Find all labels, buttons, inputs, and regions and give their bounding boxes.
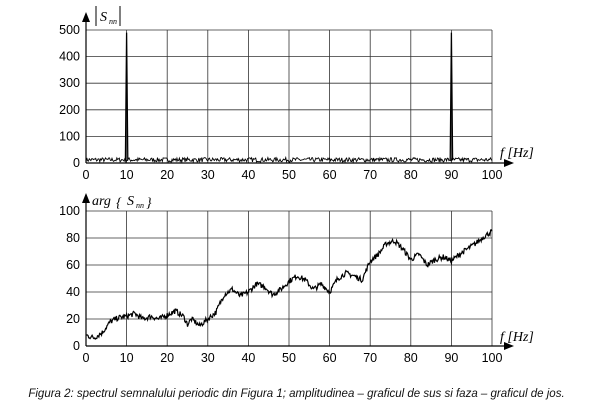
y-tick-label: 20 bbox=[66, 312, 80, 326]
x-tick-label: 50 bbox=[282, 351, 296, 365]
amplitude-noise-line bbox=[85, 155, 493, 164]
x-tick-label: 30 bbox=[201, 351, 215, 365]
x-tick-label: 0 bbox=[83, 168, 90, 182]
y-tick-label: 400 bbox=[59, 50, 80, 64]
y-tick-label: 100 bbox=[59, 129, 80, 143]
y-axis-label-sub: nn bbox=[109, 17, 117, 26]
x-tick-label: 10 bbox=[120, 168, 134, 182]
y-axis-label-sub: nn bbox=[136, 201, 144, 210]
x-tick-label: 20 bbox=[160, 168, 174, 182]
y-tick-label: 40 bbox=[66, 285, 80, 299]
figure-caption: Figura 2: spectrul semnalului periodic d… bbox=[28, 388, 565, 400]
x-tick-label: 40 bbox=[241, 351, 255, 365]
brace-left: { bbox=[116, 196, 122, 211]
x-tick-label: 80 bbox=[404, 168, 418, 182]
brace-right: } bbox=[146, 196, 152, 211]
y-tick-label: 0 bbox=[73, 339, 80, 353]
x-tick-label: 10 bbox=[120, 351, 134, 365]
amplitude-peak bbox=[124, 32, 129, 161]
x-tick-label: 90 bbox=[444, 168, 458, 182]
amplitude-peak bbox=[449, 32, 454, 161]
x-tick-label: 70 bbox=[363, 168, 377, 182]
x-tick-label: 0 bbox=[83, 351, 90, 365]
x-tick-label: 100 bbox=[482, 168, 503, 182]
x-tick-label: 90 bbox=[444, 351, 458, 365]
phase-line bbox=[85, 229, 493, 340]
x-tick-label: 50 bbox=[282, 168, 296, 182]
x-axis-arrow bbox=[504, 342, 514, 350]
x-axis-label: f [Hz] bbox=[500, 146, 534, 161]
x-tick-label: 100 bbox=[482, 351, 503, 365]
y-axis-arrow bbox=[82, 193, 90, 203]
y-tick-label: 100 bbox=[59, 204, 80, 218]
x-tick-label: 20 bbox=[160, 351, 174, 365]
x-axis-arrow bbox=[504, 159, 514, 167]
y-tick-label: 60 bbox=[66, 258, 80, 272]
x-tick-label: 40 bbox=[241, 168, 255, 182]
y-axis-label-prefix: arg bbox=[92, 194, 111, 209]
y-tick-label: 300 bbox=[59, 76, 80, 90]
x-axis-label: f [Hz] bbox=[500, 330, 534, 345]
x-tick-label: 70 bbox=[363, 351, 377, 365]
y-axis-label: S bbox=[100, 10, 107, 25]
y-tick-label: 0 bbox=[73, 156, 80, 170]
y-tick-label: 80 bbox=[66, 231, 80, 245]
y-axis-arrow bbox=[82, 12, 90, 22]
y-tick-label: 200 bbox=[59, 103, 80, 117]
x-tick-label: 30 bbox=[201, 168, 215, 182]
y-tick-label: 500 bbox=[59, 23, 80, 37]
x-tick-label: 80 bbox=[404, 351, 418, 365]
x-tick-label: 60 bbox=[323, 351, 337, 365]
x-tick-label: 60 bbox=[323, 168, 337, 182]
y-axis-label: S bbox=[127, 194, 134, 209]
